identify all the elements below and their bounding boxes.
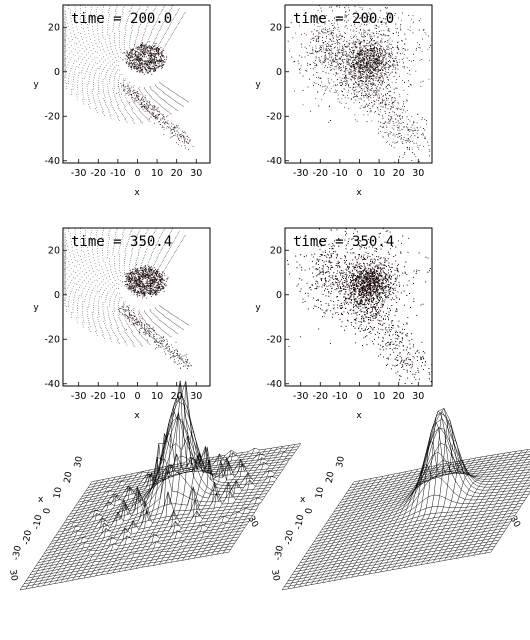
x-tick-label: 10: [151, 391, 163, 402]
y-tick-label: -40: [44, 156, 60, 167]
surface-corner-label: 30: [507, 515, 522, 530]
y-axis-label: y: [33, 303, 39, 313]
x-tick-label: 30: [190, 168, 202, 179]
surface-corner-label: 30: [269, 569, 281, 582]
x-axis-label: x: [356, 411, 362, 421]
x-tick-label: -10: [110, 168, 126, 179]
x-tick-label: -30: [293, 168, 309, 179]
y-tick-label: 0: [276, 67, 282, 78]
y-tick-label: -20: [44, 334, 60, 345]
y-tick-label: -40: [44, 379, 60, 390]
x-tick-label: -30: [71, 168, 87, 179]
particle-scatter: [64, 227, 193, 369]
y-tick-label: 20: [270, 22, 282, 33]
x-tick-label: 20: [171, 391, 183, 402]
surface-tick-label: -20: [284, 529, 296, 545]
surface-axis-name: x: [38, 495, 44, 505]
surface-tick-label: -20: [22, 529, 34, 545]
surface-axis-labels: 30 20 100-10-20-30 x 30 30: [269, 455, 522, 582]
particle-scatter: [287, 4, 433, 163]
y-tick-label: -20: [44, 111, 60, 122]
y-tick-label: 20: [48, 245, 60, 256]
surface-tick-label: 0: [42, 507, 53, 515]
y-tick-label: -40: [266, 156, 282, 167]
x-tick-label: 20: [393, 391, 405, 402]
x-tick-label: 20: [171, 168, 183, 179]
x-tick-label: -20: [91, 391, 107, 402]
surface-corner-label: 30: [245, 515, 260, 530]
y-tick-label: -20: [266, 334, 282, 345]
x-tick-label: 10: [373, 168, 385, 179]
surface-corner-label: 30: [7, 569, 19, 582]
y-tick-label: 20: [48, 22, 60, 33]
time-label: time = 200.0: [71, 11, 172, 27]
particle-scatter: [287, 228, 433, 385]
x-axis-label: x: [134, 411, 140, 421]
y-axis-label: y: [255, 80, 261, 90]
x-tick-label: -10: [332, 168, 348, 179]
y-axis-label: y: [255, 303, 261, 313]
y-tick-label: 20: [270, 245, 282, 256]
x-tick-label: 0: [134, 168, 140, 179]
x-tick-label: 0: [134, 391, 140, 402]
y-tick-label: 0: [276, 290, 282, 301]
x-tick-label: -20: [313, 391, 329, 402]
surface-tick-label: -30: [273, 545, 285, 561]
x-tick-label: 10: [151, 168, 163, 179]
surface-tick-label: 0: [304, 507, 315, 515]
x-tick-label: -20: [313, 168, 329, 179]
x-axis-label: x: [134, 188, 140, 198]
surface-axis-name: x: [300, 495, 306, 505]
surface-tick-label: -10: [294, 514, 306, 530]
plot-frame: [284, 227, 433, 387]
x-tick-label: -30: [71, 391, 87, 402]
x-axis-label: x: [356, 188, 362, 198]
x-tick-label: 30: [190, 391, 202, 402]
x-tick-label: 20: [393, 168, 405, 179]
x-tick-label: -30: [293, 391, 309, 402]
x-tick-label: 30: [412, 168, 424, 179]
surface-tick-label: -10: [32, 514, 44, 530]
y-axis-label: y: [33, 80, 39, 90]
time-label: time = 200.0: [293, 11, 394, 27]
surface-tick-label: 20: [325, 471, 337, 484]
x-tick-label: 0: [356, 391, 362, 402]
y-tick-label: 0: [54, 67, 60, 78]
surface-axis-labels: 30 20 100-10-20-30 x 30 30: [7, 455, 260, 582]
time-label: time = 350.4: [293, 234, 394, 250]
surface-plot-right: 30 20 100-10-20-30 x 30 30: [269, 407, 530, 591]
surface-mesh: [19, 380, 301, 591]
plot-frame: [62, 4, 211, 164]
surface-tick-label: 30: [73, 455, 85, 468]
y-tick-label: -20: [266, 111, 282, 122]
surface-tick-label: 20: [63, 471, 75, 484]
x-tick-label: 10: [373, 391, 385, 402]
surface-tick-label: 10: [315, 486, 327, 499]
x-tick-label: -10: [110, 391, 126, 402]
x-tick-label: -20: [91, 168, 107, 179]
surface-tick-label: 30: [335, 455, 347, 468]
surface-tick-label: -30: [11, 545, 23, 561]
x-tick-label: 30: [412, 391, 424, 402]
surface-mesh: [281, 407, 530, 591]
particle-scatter: [64, 4, 194, 150]
surface-tick-label: 10: [53, 486, 65, 499]
y-tick-label: 0: [54, 290, 60, 301]
x-tick-label: 0: [356, 168, 362, 179]
plot-frame: [62, 227, 211, 387]
x-tick-label: -10: [332, 391, 348, 402]
time-label: time = 350.4: [71, 234, 172, 250]
y-tick-label: -40: [266, 379, 282, 390]
